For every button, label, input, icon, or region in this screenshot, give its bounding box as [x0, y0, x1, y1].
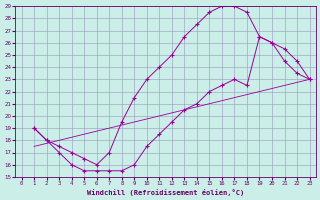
- X-axis label: Windchill (Refroidissement éolien,°C): Windchill (Refroidissement éolien,°C): [87, 189, 244, 196]
